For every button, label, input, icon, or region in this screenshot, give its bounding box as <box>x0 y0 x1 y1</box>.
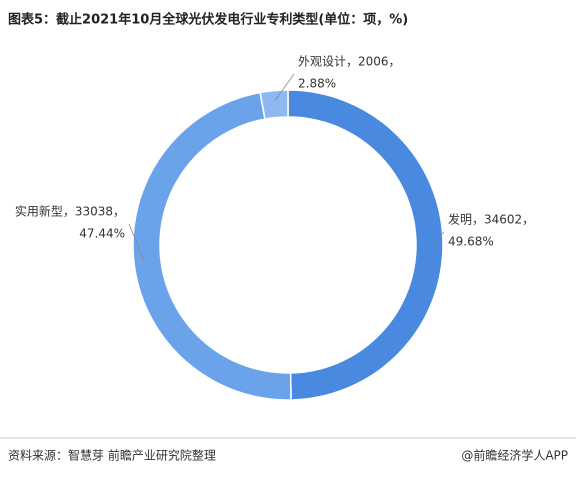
data-label: 47.44% <box>79 227 125 241</box>
data-label: 2.88% <box>298 77 336 91</box>
data-label: 实用新型，33038， <box>15 204 125 219</box>
data-label: 发明，34602， <box>448 212 534 227</box>
leader-line <box>128 223 145 260</box>
donut-slice <box>259 89 289 120</box>
brand: @前瞻经济学人APP <box>461 448 568 463</box>
data-label: 49.68% <box>448 235 494 249</box>
data-label: 外观设计，2006， <box>298 55 401 69</box>
leader-line <box>274 73 295 101</box>
chart-title: 图表5：截止2021年10月全球光伏发电行业专利类型(单位：项，%) <box>8 12 408 28</box>
source: 资料来源：智慧芽 前瞻产业研究院整理 <box>8 448 216 463</box>
leader-line <box>432 231 445 244</box>
